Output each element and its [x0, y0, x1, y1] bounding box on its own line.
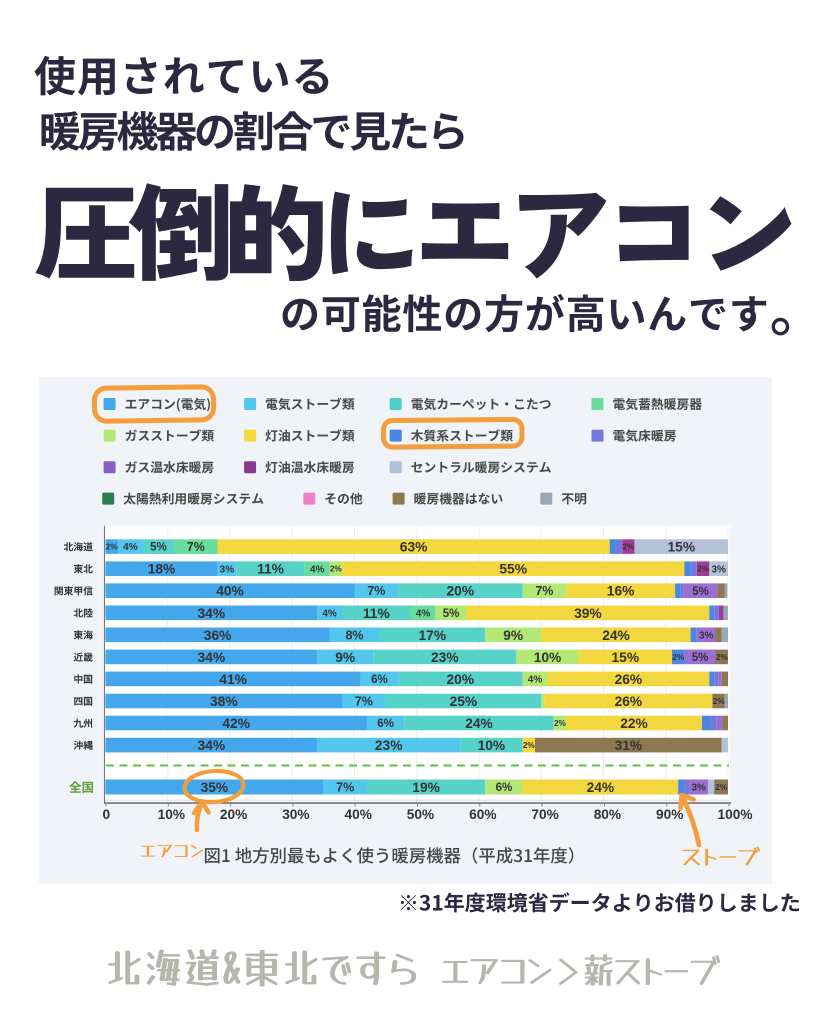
svg-text:17%: 17%	[418, 628, 446, 643]
svg-text:25%: 25%	[450, 694, 478, 709]
svg-text:0: 0	[102, 807, 110, 822]
svg-text:2%: 2%	[523, 741, 536, 750]
svg-text:9%: 9%	[335, 650, 355, 665]
svg-text:5%: 5%	[692, 652, 709, 664]
svg-text:11%: 11%	[363, 606, 390, 621]
svg-text:34%: 34%	[197, 738, 225, 753]
svg-text:31%: 31%	[615, 738, 643, 753]
svg-text:2%: 2%	[697, 565, 710, 574]
svg-text:20%: 20%	[446, 584, 474, 599]
svg-text:26%: 26%	[615, 694, 643, 709]
svg-text:10%: 10%	[158, 807, 185, 822]
svg-text:60%: 60%	[469, 807, 496, 822]
svg-text:80%: 80%	[594, 807, 621, 822]
svg-text:42%: 42%	[222, 716, 250, 731]
svg-text:8%: 8%	[345, 628, 363, 642]
svg-text:10%: 10%	[534, 650, 562, 665]
svg-text:20%: 20%	[446, 672, 474, 687]
svg-text:4%: 4%	[123, 542, 138, 553]
svg-text:2%: 2%	[622, 543, 635, 552]
svg-text:2%: 2%	[672, 653, 685, 662]
svg-text:6%: 6%	[377, 718, 394, 730]
svg-text:24%: 24%	[465, 716, 493, 731]
svg-text:16%: 16%	[607, 584, 635, 599]
svg-text:2%: 2%	[330, 565, 343, 574]
svg-text:24%: 24%	[602, 628, 630, 643]
svg-text:35%: 35%	[201, 780, 229, 795]
svg-text:39%: 39%	[574, 606, 602, 621]
svg-text:36%: 36%	[204, 628, 232, 643]
svg-text:41%: 41%	[219, 672, 247, 687]
svg-text:20%: 20%	[220, 807, 247, 822]
svg-text:23%: 23%	[431, 650, 459, 665]
svg-text:5%: 5%	[692, 586, 709, 598]
svg-text:24%: 24%	[587, 780, 615, 795]
svg-text:4%: 4%	[322, 608, 337, 619]
svg-text:2%: 2%	[713, 697, 726, 706]
svg-text:70%: 70%	[531, 807, 558, 822]
svg-text:6%: 6%	[496, 782, 513, 794]
svg-text:50%: 50%	[407, 807, 434, 822]
svg-text:55%: 55%	[499, 562, 527, 577]
svg-text:100%: 100%	[717, 807, 752, 822]
svg-text:7%: 7%	[535, 584, 553, 598]
svg-text:5%: 5%	[443, 608, 460, 620]
svg-text:2%: 2%	[715, 783, 728, 792]
svg-text:4%: 4%	[528, 675, 543, 686]
svg-text:2%: 2%	[106, 543, 119, 552]
svg-text:7%: 7%	[355, 695, 373, 709]
svg-text:90%: 90%	[656, 807, 683, 822]
svg-text:15%: 15%	[611, 650, 639, 665]
svg-text:19%: 19%	[412, 780, 440, 795]
svg-text:63%: 63%	[400, 540, 428, 555]
svg-text:40%: 40%	[216, 584, 244, 599]
svg-text:2%: 2%	[716, 653, 729, 662]
svg-text:11%: 11%	[257, 562, 284, 577]
svg-text:40%: 40%	[344, 807, 371, 822]
svg-text:7%: 7%	[367, 584, 385, 598]
svg-text:7%: 7%	[336, 781, 354, 795]
svg-text:30%: 30%	[282, 807, 309, 822]
svg-text:15%: 15%	[667, 540, 695, 555]
svg-text:2%: 2%	[554, 719, 567, 728]
svg-text:9%: 9%	[503, 628, 523, 643]
svg-text:3%: 3%	[691, 783, 706, 794]
svg-text:38%: 38%	[210, 694, 238, 709]
svg-text:10%: 10%	[478, 738, 506, 753]
svg-text:23%: 23%	[375, 738, 403, 753]
svg-text:34%: 34%	[197, 606, 225, 621]
svg-text:3%: 3%	[699, 630, 714, 641]
svg-text:22%: 22%	[620, 716, 648, 731]
svg-text:5%: 5%	[150, 542, 167, 554]
svg-text:4%: 4%	[310, 564, 325, 575]
svg-text:4%: 4%	[416, 608, 431, 619]
svg-text:26%: 26%	[615, 672, 643, 687]
svg-text:18%: 18%	[148, 562, 176, 577]
svg-text:3%: 3%	[711, 564, 726, 575]
svg-text:34%: 34%	[197, 650, 225, 665]
svg-text:3%: 3%	[220, 564, 235, 575]
svg-text:7%: 7%	[187, 540, 205, 554]
svg-text:6%: 6%	[371, 674, 388, 686]
